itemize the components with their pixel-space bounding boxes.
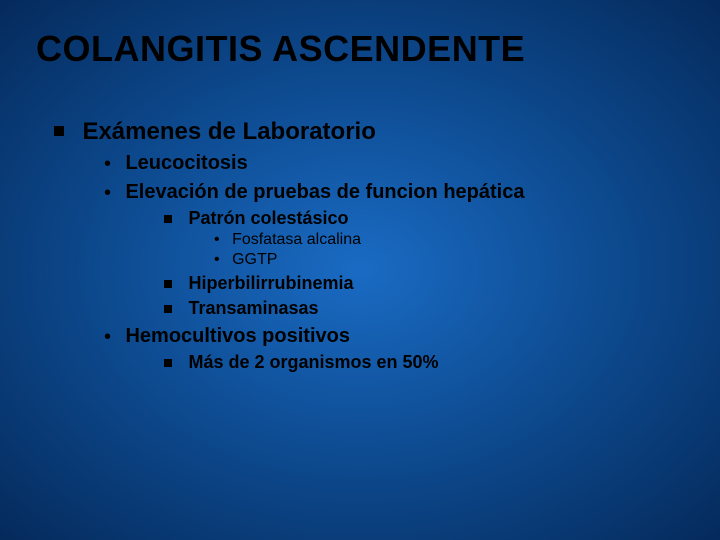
square-bullet-icon bbox=[54, 126, 64, 136]
bullet-l2: • Leucocitosis bbox=[104, 152, 684, 175]
bullet-l1: Exámenes de Laboratorio bbox=[54, 118, 684, 146]
square-bullet-icon bbox=[164, 305, 172, 313]
slide-title: COLANGITIS ASCENDENTE bbox=[36, 28, 684, 70]
bullet-l3-text: Más de 2 organismos en 50% bbox=[188, 352, 438, 372]
bullet-l4: • Fosfatasa alcalina bbox=[214, 231, 684, 249]
bullet-l3: Patrón colestásico bbox=[164, 208, 684, 229]
slide: COLANGITIS ASCENDENTE Exámenes de Labora… bbox=[0, 0, 720, 540]
disc-bullet-icon: • bbox=[214, 232, 220, 248]
bullet-l3-text: Patrón colestásico bbox=[188, 208, 348, 228]
bullet-l2-text: Hemocultivos positivos bbox=[125, 325, 350, 347]
bullet-l3: Transaminasas bbox=[164, 298, 684, 319]
disc-bullet-icon: • bbox=[104, 183, 111, 203]
bullet-l1-text: Exámenes de Laboratorio bbox=[82, 118, 375, 145]
disc-bullet-icon: • bbox=[104, 154, 111, 174]
bullet-l4-text: Fosfatasa alcalina bbox=[232, 231, 361, 248]
bullet-l3: Hiperbilirrubinemia bbox=[164, 273, 684, 294]
bullet-l2-text: Leucocitosis bbox=[125, 152, 247, 174]
square-bullet-icon bbox=[164, 215, 172, 223]
bullet-l3-text: Transaminasas bbox=[188, 298, 318, 318]
square-bullet-icon bbox=[164, 359, 172, 367]
bullet-l4: • GGTP bbox=[214, 251, 684, 269]
bullet-l2: • Hemocultivos positivos bbox=[104, 325, 684, 348]
bullet-l3-text: Hiperbilirrubinemia bbox=[188, 273, 353, 293]
bullet-l2: • Elevación de pruebas de funcion hepáti… bbox=[104, 181, 684, 204]
bullet-l3: Más de 2 organismos en 50% bbox=[164, 352, 684, 373]
square-bullet-icon bbox=[164, 280, 172, 288]
disc-bullet-icon: • bbox=[104, 327, 111, 347]
disc-bullet-icon: • bbox=[214, 252, 220, 268]
bullet-l4-text: GGTP bbox=[232, 251, 277, 268]
bullet-l2-text: Elevación de pruebas de funcion hepática bbox=[125, 181, 524, 203]
